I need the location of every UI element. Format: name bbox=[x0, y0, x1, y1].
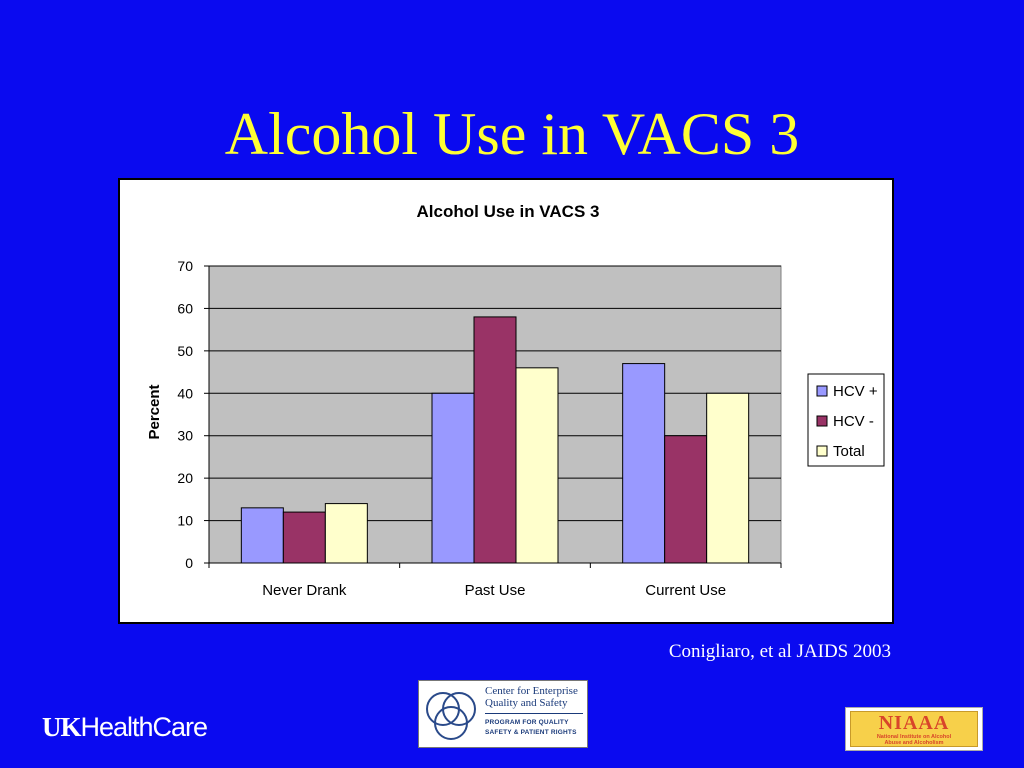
niaaa-logo-badge: NIAAA National Institute on Alcohol Abus… bbox=[850, 711, 978, 747]
bar bbox=[473, 316, 517, 564]
y-tick-label: 40 bbox=[177, 385, 193, 401]
bar bbox=[515, 367, 559, 564]
y-tick-label: 70 bbox=[177, 258, 193, 274]
y-tick-label: 60 bbox=[177, 300, 193, 316]
legend-swatch bbox=[816, 385, 828, 397]
center-logo-divider bbox=[485, 713, 583, 714]
niaaa-full-name-line1: National Institute on Alcohol bbox=[876, 734, 952, 740]
y-tick-label: 0 bbox=[185, 555, 193, 571]
bar bbox=[706, 392, 750, 564]
niaaa-full-name-line2: Abuse and Alcoholism bbox=[884, 740, 944, 746]
x-tick-label: Past Use bbox=[465, 582, 526, 599]
bar bbox=[240, 507, 284, 564]
chart-title: Alcohol Use in VACS 3 bbox=[417, 202, 600, 221]
bar bbox=[282, 511, 326, 564]
center-logo-name-line2: Quality and Safety bbox=[485, 697, 568, 709]
legend-label: HCV + bbox=[833, 383, 878, 400]
uk-healthcare-logo: UKHealthCare bbox=[42, 712, 209, 743]
niaaa-logo: NIAAA National Institute on Alcohol Abus… bbox=[845, 707, 983, 751]
slide-title: Alcohol Use in VACS 3 bbox=[224, 101, 800, 167]
chart-frame: Alcohol Use in VACS 3 Percent 0 10 20 30 40 5… bbox=[118, 178, 894, 624]
legend-label: HCV - bbox=[833, 413, 874, 430]
y-tick-label: 10 bbox=[177, 513, 193, 529]
uk-logo-suffix: HealthCare bbox=[80, 712, 209, 742]
legend-label: Total bbox=[833, 443, 865, 460]
y-axis-label: Percent bbox=[146, 384, 163, 439]
y-tick-label: 30 bbox=[177, 428, 193, 444]
y-tick-label: 50 bbox=[177, 343, 193, 359]
center-logo-program-line1: PROGRAM FOR QUALITY bbox=[485, 719, 569, 726]
legend-swatch bbox=[816, 415, 828, 427]
bar bbox=[324, 503, 368, 564]
center-logo-program-line2: SAFETY & PATIENT RIGHTS bbox=[485, 729, 577, 736]
bar bbox=[664, 435, 708, 564]
bar-chart: Alcohol Use in VACS 3 Percent 0 10 20 30 40 5… bbox=[146, 202, 885, 599]
center-quality-safety-logo: Center for Enterprise Quality and Safety… bbox=[418, 680, 588, 748]
niaaa-acronym: NIAAA bbox=[878, 712, 950, 734]
uk-logo-prefix: UK bbox=[42, 712, 81, 742]
x-tick-label: Never Drank bbox=[262, 582, 347, 599]
legend-swatch bbox=[816, 445, 828, 457]
citation: Conigliaro, et al JAIDS 2003 bbox=[668, 641, 891, 662]
center-logo-name-line1: Center for Enterprise bbox=[485, 685, 578, 697]
bar bbox=[622, 363, 666, 564]
y-tick-label: 20 bbox=[177, 470, 193, 486]
x-tick-label: Current Use bbox=[645, 582, 726, 599]
interlocking-circles-icon bbox=[426, 692, 476, 740]
bar bbox=[431, 392, 475, 564]
